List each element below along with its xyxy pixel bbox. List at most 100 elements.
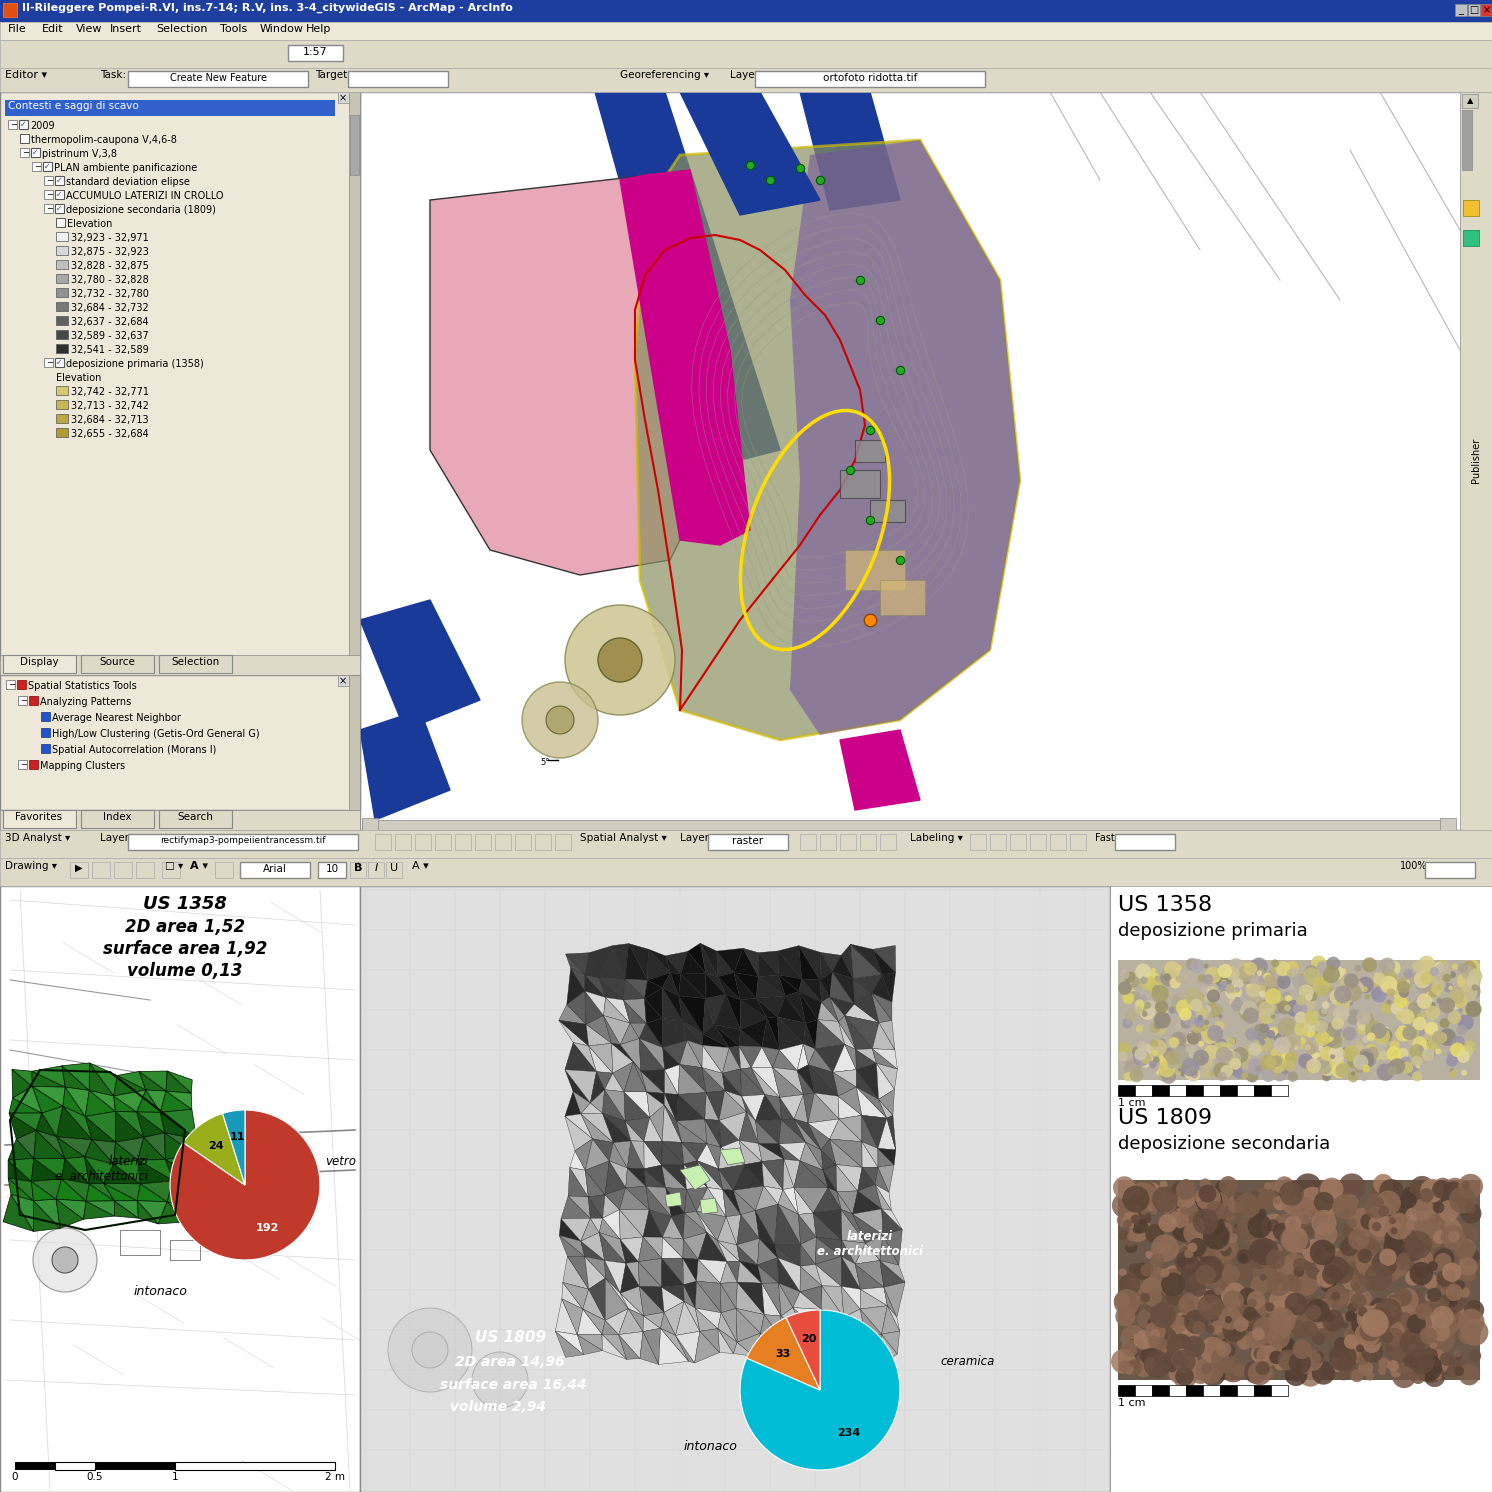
Circle shape (1401, 1323, 1416, 1338)
Circle shape (1355, 1322, 1368, 1335)
Text: Publisher: Publisher (1471, 437, 1482, 482)
Polygon shape (700, 943, 718, 977)
Polygon shape (90, 1062, 118, 1097)
Circle shape (1150, 1304, 1179, 1332)
Text: laterizi
e. architettonici: laterizi e. architettonici (818, 1229, 924, 1258)
Circle shape (1391, 1049, 1399, 1058)
Text: 0: 0 (12, 1473, 18, 1482)
Polygon shape (565, 1070, 591, 1103)
Circle shape (1282, 991, 1292, 1003)
Circle shape (1361, 1308, 1389, 1337)
Bar (709, 834, 788, 850)
Circle shape (1171, 1349, 1198, 1376)
Polygon shape (882, 1306, 900, 1334)
Circle shape (1358, 977, 1374, 994)
Circle shape (1401, 1326, 1417, 1344)
Circle shape (1295, 1356, 1313, 1376)
Circle shape (1399, 1186, 1426, 1213)
Circle shape (1332, 1062, 1349, 1079)
Circle shape (1129, 1068, 1143, 1082)
Circle shape (1388, 1294, 1402, 1308)
Circle shape (1192, 1267, 1204, 1279)
Circle shape (1355, 1064, 1364, 1073)
Circle shape (1238, 1288, 1256, 1306)
Circle shape (1374, 973, 1379, 976)
Polygon shape (882, 1334, 897, 1364)
Circle shape (1286, 1000, 1303, 1016)
Circle shape (1276, 961, 1291, 976)
Circle shape (1279, 1073, 1283, 1077)
Circle shape (1220, 986, 1238, 1004)
Circle shape (1177, 1209, 1183, 1214)
Circle shape (1291, 1038, 1298, 1046)
Circle shape (1280, 1337, 1295, 1353)
Circle shape (1401, 1192, 1417, 1209)
Circle shape (1332, 1249, 1343, 1259)
Circle shape (1292, 1301, 1307, 1316)
Polygon shape (804, 1334, 824, 1362)
Polygon shape (662, 1258, 683, 1285)
Circle shape (1322, 1001, 1329, 1009)
Polygon shape (794, 1095, 809, 1123)
Circle shape (1195, 1216, 1206, 1228)
Circle shape (1128, 991, 1140, 1003)
Circle shape (1455, 1238, 1476, 1259)
Polygon shape (555, 1300, 577, 1335)
Polygon shape (360, 600, 480, 730)
Circle shape (1150, 1253, 1164, 1268)
Polygon shape (813, 1188, 841, 1213)
Circle shape (1420, 1213, 1446, 1238)
Circle shape (1185, 1046, 1198, 1058)
Circle shape (1444, 1177, 1467, 1200)
Circle shape (1219, 1176, 1237, 1195)
Polygon shape (621, 1240, 639, 1264)
Circle shape (1395, 1010, 1405, 1021)
Polygon shape (115, 1112, 143, 1137)
Circle shape (1259, 1040, 1265, 1044)
Circle shape (1446, 1295, 1458, 1307)
Polygon shape (734, 1165, 764, 1191)
Circle shape (1150, 1303, 1176, 1328)
Polygon shape (792, 1292, 822, 1310)
Polygon shape (646, 1186, 671, 1217)
Polygon shape (746, 1317, 821, 1391)
Bar (288, 45, 343, 61)
Polygon shape (166, 1159, 197, 1180)
Circle shape (1173, 1365, 1197, 1389)
Circle shape (1365, 1021, 1382, 1037)
Circle shape (1277, 1018, 1295, 1035)
Circle shape (1329, 1358, 1344, 1373)
Polygon shape (621, 1044, 640, 1071)
Circle shape (1246, 983, 1261, 998)
Circle shape (1335, 1064, 1350, 1077)
Text: volume 2,94: volume 2,94 (451, 1399, 546, 1414)
Text: 32,742 - 32,771: 32,742 - 32,771 (72, 386, 149, 397)
Circle shape (1432, 1180, 1450, 1198)
Circle shape (1349, 1262, 1367, 1280)
Circle shape (1256, 1034, 1264, 1041)
Circle shape (1425, 1311, 1443, 1331)
Polygon shape (57, 1106, 93, 1140)
Circle shape (1455, 1294, 1465, 1303)
Polygon shape (777, 995, 806, 1024)
Circle shape (1355, 1249, 1383, 1276)
Circle shape (598, 639, 642, 682)
Polygon shape (706, 974, 725, 998)
Circle shape (1228, 1037, 1235, 1044)
Circle shape (1462, 1304, 1470, 1311)
Circle shape (1456, 1025, 1467, 1035)
Circle shape (1123, 971, 1135, 983)
Circle shape (1132, 1286, 1141, 1295)
Circle shape (1322, 1310, 1344, 1331)
Polygon shape (721, 1147, 745, 1165)
Circle shape (1407, 1212, 1432, 1237)
Circle shape (1280, 1226, 1307, 1252)
Circle shape (1201, 1058, 1213, 1070)
Circle shape (1461, 1247, 1480, 1267)
Circle shape (1461, 1319, 1489, 1346)
Circle shape (1156, 1038, 1165, 1047)
Circle shape (1362, 1055, 1371, 1064)
Circle shape (1441, 1310, 1464, 1331)
Circle shape (1388, 1065, 1401, 1080)
Circle shape (1429, 967, 1438, 976)
